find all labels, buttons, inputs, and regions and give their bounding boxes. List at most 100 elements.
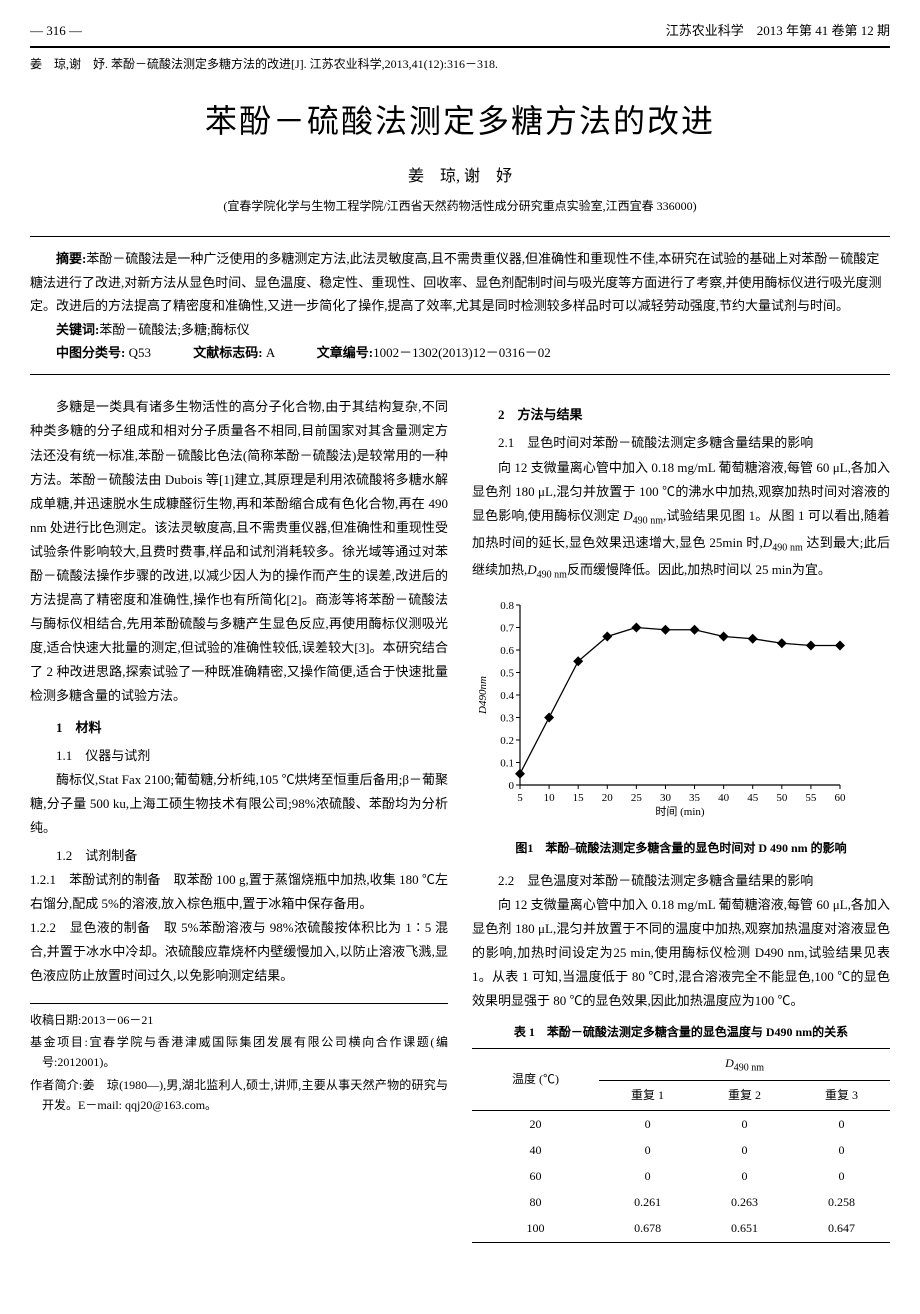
abstract-text: 摘要:苯酚－硫酸法是一种广泛使用的多糖测定方法,此法灵敏度高,且不需贵重仪器,但… [30,247,890,317]
paper-title: 苯酚－硫酸法测定多糖方法的改进 [30,94,890,148]
svg-text:0: 0 [509,780,515,792]
svg-text:25: 25 [631,792,643,804]
table-row: 1000.6780.6510.647 [472,1215,890,1242]
abstract-label: 摘要: [56,251,86,266]
svg-text:0.5: 0.5 [500,667,514,679]
classifiers: 中图分类号: Q53 文献标志码: A 文章编号:1002－1302(2013)… [30,341,890,364]
svg-text:0.7: 0.7 [500,622,514,634]
table-cell: 0.651 [696,1215,793,1242]
svg-text:0.8: 0.8 [500,600,514,612]
abstract-block: 摘要:苯酚－硫酸法是一种广泛使用的多糖测定方法,此法灵敏度高,且不需贵重仪器,但… [30,236,890,375]
section-1-2: 1.2 试剂制备 [30,844,448,868]
th-temp-text: 温度 (℃) [512,1072,559,1086]
left-column: 多糖是一类具有诸多生物活性的高分子化合物,由于其结构复杂,不同种类多糖的分子组成… [30,395,448,1242]
chart-svg: 00.10.20.30.40.50.60.70.8510152025303540… [472,595,852,825]
table-cell: 80 [472,1189,599,1215]
keywords-label: 关键词: [56,322,99,337]
table-1: 温度 (℃) D490 nm 重复 1 重复 2 重复 3 2000040000… [472,1048,890,1243]
section-2: 2 方法与结果 [472,403,890,427]
svg-text:0.3: 0.3 [500,712,514,724]
table-cell: 0 [696,1163,793,1189]
doc-value: A [266,345,275,360]
section-1-2-2: 1.2.2 显色液的制备 取 5%苯酚溶液与 98%浓硫酸按体积比为 1∶5 混… [30,916,448,988]
table-cell: 0 [599,1110,696,1137]
affiliation: (宜春学院化学与生物工程学院/江西省天然药物活性成分研究重点实验室,江西宜春 3… [30,196,890,216]
svg-text:0.4: 0.4 [500,690,514,702]
table-1-caption: 表 1 苯酚－硫酸法测定多糖含量的显色温度与 D490 nm的关系 [472,1021,890,1043]
journal-name: 江苏农业科学 2013 年第 41 卷第 12 期 [666,20,890,42]
two-column-body: 多糖是一类具有诸多生物活性的高分子化合物,由于其结构复杂,不同种类多糖的分子组成… [30,395,890,1242]
table-cell: 0 [696,1137,793,1163]
table-cell: 0.678 [599,1215,696,1242]
th-r3: 重复 3 [793,1081,890,1110]
svg-text:5: 5 [517,792,523,804]
table-cell: 0.647 [793,1215,890,1242]
svg-text:50: 50 [776,792,788,804]
keywords: 关键词:苯酚－硫酸法;多糖;酶标仪 [30,318,890,341]
authors: 姜 琼, 谢 妤 [30,163,890,190]
citation: 姜 琼,谢 妤. 苯酚－硫酸法测定多糖方法的改进[J]. 江苏农业科学,2013… [30,54,890,74]
section-2-2: 2.2 显色温度对苯酚－硫酸法测定多糖含量结果的影响 [472,869,890,893]
keywords-text: 苯酚－硫酸法;多糖;酶标仪 [99,322,249,337]
table-row: 800.2610.2630.258 [472,1189,890,1215]
right-column: 2 方法与结果 2.1 显色时间对苯酚－硫酸法测定多糖含量结果的影响 向 12 … [472,395,890,1242]
author-bio: 作者简介:姜 琼(1980—),男,湖北监利人,硕士,讲师,主要从事天然产物的研… [30,1075,448,1116]
table-row: 40000 [472,1137,890,1163]
p-1-1: 酶标仪,Stat Fax 2100;葡萄糖,分析纯,105 ℃烘烤至恒重后备用;… [30,768,448,840]
section-1-1: 1.1 仪器与试剂 [30,744,448,768]
page-header: — 316 — 江苏农业科学 2013 年第 41 卷第 12 期 [30,20,890,44]
svg-text:45: 45 [747,792,759,804]
svg-text:40: 40 [718,792,730,804]
th-temp: 温度 (℃) [472,1048,599,1110]
clc-label: 中图分类号: [56,345,129,360]
p-2-1: 向 12 支微量离心管中加入 0.18 mg/mL 葡萄糖溶液,每管 60 μL… [472,456,890,585]
svg-text:时间 (min): 时间 (min) [655,805,705,818]
table-cell: 0.263 [696,1189,793,1215]
svg-text:30: 30 [660,792,672,804]
svg-text:55: 55 [805,792,817,804]
th-r1: 重复 1 [599,1081,696,1110]
table-cell: 0 [793,1110,890,1137]
intro-paragraph: 多糖是一类具有诸多生物活性的高分子化合物,由于其结构复杂,不同种类多糖的分子组成… [30,395,448,708]
p21d: 反而缓慢降低。因此,加热时间以 25 min为宜。 [567,562,831,577]
abstract-body: 苯酚－硫酸法是一种广泛使用的多糖测定方法,此法灵敏度高,且不需贵重仪器,但准确性… [30,251,882,313]
received-date: 收稿日期:2013－06－21 [30,1010,448,1030]
header-rule [30,46,890,48]
page-number: — 316 — [30,20,82,42]
clc-value: Q53 [129,345,151,360]
funding: 基金项目:宜春学院与香港津威国际集团发展有限公司横向合作课题(编号:201200… [30,1032,448,1073]
table-row: 60000 [472,1163,890,1189]
table-row: 20000 [472,1110,890,1137]
artno-label: 文章编号: [317,345,373,360]
table1-caption-text: 表 1 苯酚－硫酸法测定多糖含量的显色温度与 D490 nm的关系 [514,1025,848,1039]
table-cell: 0.261 [599,1189,696,1215]
svg-text:35: 35 [689,792,701,804]
fig1-caption-text: 图1 苯酚–硫酸法测定多糖含量的显色时间对 D 490 nm 的影响 [515,841,846,855]
section-1: 1 材料 [30,716,448,740]
doc-label: 文献标志码: [193,345,266,360]
table-cell: 100 [472,1215,599,1242]
table-cell: 20 [472,1110,599,1137]
artno-value: 1002－1302(2013)12－0316－02 [373,345,551,360]
section-1-2-1: 1.2.1 苯酚试剂的制备 取苯酚 100 g,置于蒸馏烧瓶中加热,收集 180… [30,868,448,916]
table-cell: 40 [472,1137,599,1163]
th-r2: 重复 2 [696,1081,793,1110]
table-cell: 0 [793,1163,890,1189]
svg-text:10: 10 [544,792,556,804]
section-2-1: 2.1 显色时间对苯酚－硫酸法测定多糖含量结果的影响 [472,431,890,455]
svg-text:15: 15 [573,792,585,804]
table-cell: 60 [472,1163,599,1189]
th-group: D490 nm [599,1048,890,1081]
footnotes: 收稿日期:2013－06－21 基金项目:宜春学院与香港津威国际集团发展有限公司… [30,1003,448,1116]
figure-1-caption: 图1 苯酚–硫酸法测定多糖含量的显色时间对 D 490 nm 的影响 [472,837,890,859]
svg-text:0.2: 0.2 [500,735,514,747]
svg-text:60: 60 [835,792,847,804]
svg-text:D490nm: D490nm [477,676,489,715]
table-cell: 0 [793,1137,890,1163]
table-cell: 0 [599,1137,696,1163]
p-2-2: 向 12 支微量离心管中加入 0.18 mg/mL 葡萄糖溶液,每管 60 μL… [472,893,890,1013]
svg-text:0.6: 0.6 [500,645,514,657]
table-cell: 0.258 [793,1189,890,1215]
table-cell: 0 [696,1110,793,1137]
svg-text:20: 20 [602,792,614,804]
